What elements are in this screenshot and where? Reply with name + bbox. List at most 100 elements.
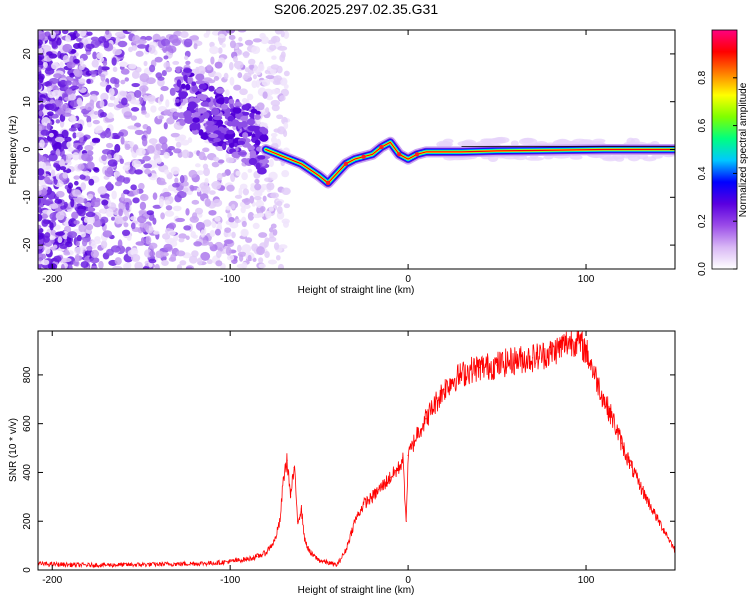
noise-blob bbox=[150, 105, 157, 113]
noise-blob bbox=[46, 85, 52, 93]
noise-blob bbox=[89, 257, 100, 264]
noise-blob bbox=[113, 78, 120, 85]
noise-blob bbox=[209, 46, 219, 55]
noise-blob bbox=[119, 158, 124, 165]
transition-blob bbox=[240, 120, 248, 128]
noise-blob bbox=[111, 190, 117, 200]
noise-blob bbox=[175, 141, 182, 148]
ridge-peak-point bbox=[414, 152, 420, 157]
transition-blob bbox=[247, 125, 258, 132]
noise-blob bbox=[238, 36, 243, 42]
ridge-peak-point bbox=[379, 144, 384, 150]
noise-blob bbox=[246, 93, 254, 101]
transition-blob bbox=[258, 158, 268, 164]
noise-blob bbox=[77, 163, 85, 170]
noise-blob bbox=[176, 190, 187, 199]
noise-blob bbox=[74, 180, 79, 186]
noise-blob bbox=[268, 206, 275, 212]
snr-point bbox=[638, 484, 641, 486]
noise-blob bbox=[260, 36, 269, 45]
noise-blob bbox=[128, 46, 134, 53]
noise-blob bbox=[107, 102, 115, 108]
noise-blob bbox=[244, 39, 254, 46]
noise-blob bbox=[205, 30, 211, 36]
noise-blob bbox=[61, 129, 69, 139]
noise-blob bbox=[48, 153, 58, 162]
snr-point bbox=[402, 457, 404, 459]
noise-blob bbox=[76, 37, 82, 42]
noise-blob bbox=[62, 104, 67, 111]
noise-blob bbox=[256, 246, 265, 256]
noise-blob bbox=[41, 108, 48, 117]
snr-point bbox=[443, 388, 445, 391]
ridge-haze bbox=[518, 137, 538, 146]
spectrogram-x-label: Height of straight line (km) bbox=[298, 285, 415, 296]
noise-blob bbox=[86, 115, 92, 124]
noise-blob bbox=[111, 57, 117, 66]
noise-blob bbox=[277, 263, 285, 269]
noise-blob bbox=[261, 78, 271, 87]
noise-blob bbox=[161, 70, 167, 77]
noise-blob bbox=[73, 68, 83, 78]
noise-blob bbox=[158, 115, 164, 120]
noise-blob bbox=[214, 61, 223, 69]
noise-blob bbox=[75, 33, 80, 38]
noise-blob bbox=[145, 235, 152, 245]
noise-blob bbox=[144, 168, 151, 175]
transition-blob bbox=[213, 137, 221, 143]
noise-blob bbox=[134, 89, 142, 98]
transition-blob bbox=[187, 76, 193, 85]
noise-blob bbox=[85, 51, 91, 56]
noise-blob bbox=[106, 181, 113, 190]
spectrogram-xtick-label-1: -100 bbox=[220, 274, 240, 285]
noise-blob bbox=[161, 142, 168, 151]
noise-blob bbox=[197, 257, 203, 266]
transition-blob bbox=[183, 74, 188, 82]
noise-blob bbox=[242, 50, 250, 59]
noise-blob bbox=[173, 148, 182, 154]
noise-blob bbox=[155, 157, 162, 164]
snr-point bbox=[621, 442, 623, 444]
noise-blob bbox=[123, 263, 130, 269]
transition-blob bbox=[183, 110, 192, 118]
transition-blob bbox=[183, 68, 193, 74]
noise-blob bbox=[38, 55, 43, 62]
transition-blob bbox=[197, 107, 207, 114]
transition-blob bbox=[257, 155, 266, 160]
noise-blob bbox=[62, 43, 73, 53]
noise-blob bbox=[270, 132, 278, 138]
noise-blob bbox=[131, 82, 140, 88]
noise-blob bbox=[72, 152, 80, 161]
noise-blob bbox=[130, 99, 141, 105]
noise-blob bbox=[273, 242, 280, 250]
noise-blob bbox=[38, 252, 44, 262]
noise-blob bbox=[259, 205, 266, 213]
noise-blob bbox=[174, 177, 179, 184]
noise-blob bbox=[100, 66, 110, 71]
noise-blob bbox=[165, 99, 170, 108]
noise-blob bbox=[137, 215, 147, 224]
transition-blob bbox=[191, 85, 199, 93]
colorbar-tick-label-3: 0.6 bbox=[697, 118, 708, 132]
transition-blob bbox=[255, 110, 261, 115]
noise-blob bbox=[125, 202, 130, 211]
noise-blob bbox=[130, 106, 140, 112]
noise-blob bbox=[277, 126, 286, 135]
noise-blob bbox=[80, 231, 86, 238]
snr-point bbox=[211, 562, 213, 564]
snr-y-ticks: 0 200 400 600 800 bbox=[22, 366, 675, 573]
noise-blob bbox=[268, 227, 274, 233]
noise-blob bbox=[172, 205, 182, 212]
noise-blob bbox=[164, 169, 170, 175]
noise-blob bbox=[55, 119, 61, 124]
noise-blob bbox=[70, 49, 77, 54]
noise-blob bbox=[68, 218, 78, 228]
ridge-haze bbox=[642, 156, 657, 162]
snr-point bbox=[345, 549, 347, 552]
noise-blob bbox=[38, 185, 44, 191]
noise-blob bbox=[259, 122, 268, 128]
noise-blob bbox=[225, 246, 232, 256]
noise-blob bbox=[87, 193, 94, 200]
noise-blob bbox=[100, 92, 109, 102]
noise-blob bbox=[251, 45, 261, 54]
